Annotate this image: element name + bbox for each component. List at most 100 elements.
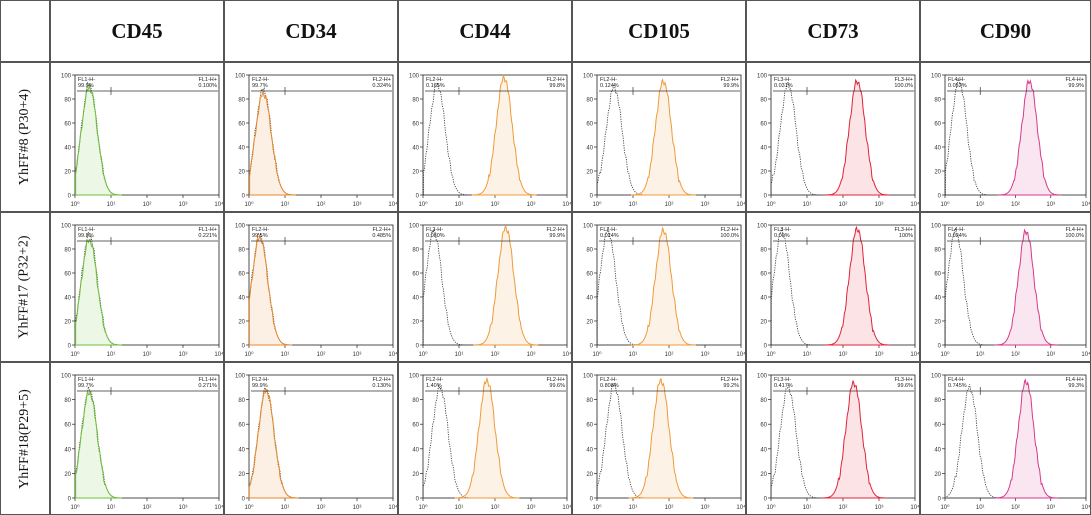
x-tick-label: 10³ xyxy=(875,352,884,358)
gate-negative-percent: 0.024% xyxy=(948,233,967,239)
x-tick-label: 10¹ xyxy=(803,352,812,358)
isotype-histogram xyxy=(944,227,988,346)
x-tick-label: 10³ xyxy=(353,352,362,358)
y-tick-label: 20 xyxy=(412,320,419,326)
gate-positive-label: FL2-H+ xyxy=(721,77,740,83)
x-tick-label: 10³ xyxy=(1046,505,1055,511)
histogram-panel: 0 20 40 60 80 100 10⁰ 10¹ 10² 10³ 10⁴ FL3-H- 0.417% F… xyxy=(746,362,920,515)
y-tick-label: 60 xyxy=(412,122,419,128)
isotype-histogram xyxy=(422,228,467,346)
corner-cell xyxy=(0,0,50,62)
row-label: YhFF#17 (P32+2) xyxy=(0,212,50,362)
row-label: YhFF#18(P29+5) xyxy=(0,362,50,515)
histogram-panel: 0 20 40 60 80 100 10⁰ 10¹ 10² 10³ 10⁴ FL4-H- 0.745% F… xyxy=(920,362,1091,515)
y-tick-label: 80 xyxy=(238,98,245,104)
x-tick-label: 10⁴ xyxy=(910,201,919,208)
y-tick-label: 0 xyxy=(764,497,768,503)
x-tick-label: 10³ xyxy=(179,202,188,208)
x-tick-label: 10³ xyxy=(875,505,884,511)
x-tick-label: 10⁴ xyxy=(214,351,223,358)
stained-histogram xyxy=(471,73,537,196)
y-tick-label: 20 xyxy=(412,472,419,478)
y-tick-label: 80 xyxy=(586,398,593,404)
y-tick-label: 60 xyxy=(64,272,71,278)
y-tick-label: 0 xyxy=(242,497,246,503)
stained-histogram xyxy=(631,78,696,196)
y-tick-label: 20 xyxy=(760,472,767,478)
x-tick-label: 10³ xyxy=(527,505,536,511)
x-tick-label: 10³ xyxy=(875,202,884,208)
histogram-svg: 0 20 40 60 80 100 10⁰ 10¹ 10² 10³ 10⁴ FL1-H-99.7% FL… xyxy=(61,374,223,512)
y-tick-label: 40 xyxy=(586,296,593,302)
gate-positive-percent: 100.0% xyxy=(894,83,913,89)
gate-negative-percent: 99.8% xyxy=(78,233,94,239)
gate-negative-percent: 99.9% xyxy=(78,83,94,89)
x-tick-label: 10⁴ xyxy=(1081,201,1090,208)
y-tick-label: 0 xyxy=(242,344,246,350)
y-tick-label: 80 xyxy=(586,248,593,254)
y-tick-label: 0 xyxy=(68,497,72,503)
y-tick-label: 40 xyxy=(760,447,767,453)
gate-positive-label: FL3-H+ xyxy=(895,227,914,233)
gate-negative-label: FL4-H- xyxy=(948,77,965,83)
x-tick-label: 10³ xyxy=(701,202,710,208)
x-tick-label: 10⁰ xyxy=(418,351,428,358)
x-tick-label: 10¹ xyxy=(281,202,290,208)
row-label-text: YhFF#18(P29+5) xyxy=(17,388,33,489)
gate-positive-percent: 100% xyxy=(899,233,913,239)
gate-negative-label: FL2-H- xyxy=(600,377,617,383)
gate-negative-percent: 0.417% xyxy=(774,383,793,389)
x-tick-label: 10⁴ xyxy=(736,351,745,358)
stained-histogram xyxy=(454,376,520,499)
histogram-svg: 0 20 40 60 80 100 10⁰ 10¹ 10² 10³ 10⁴ FL2-H-0.808% F… xyxy=(583,374,745,512)
y-tick-label: 0 xyxy=(764,344,768,350)
y-tick-label: 60 xyxy=(412,423,419,429)
gate-negative-label: FL3-H- xyxy=(774,377,791,383)
stained-histogram xyxy=(249,90,296,196)
column-header-cd90: CD90 xyxy=(920,0,1091,62)
stained-histogram xyxy=(248,233,293,346)
x-tick-label: 10³ xyxy=(527,202,536,208)
y-tick-label: 40 xyxy=(64,447,71,453)
row-label-text: YhFF#17 (P32+2) xyxy=(17,235,33,339)
x-tick-label: 10⁴ xyxy=(562,504,571,511)
x-tick-label: 10¹ xyxy=(629,505,638,511)
stained-histogram xyxy=(248,388,299,499)
y-tick-label: 60 xyxy=(760,423,767,429)
gate-positive-label: FL2-H+ xyxy=(547,227,566,233)
y-tick-label: 80 xyxy=(934,248,941,254)
x-tick-label: 10¹ xyxy=(976,352,985,358)
x-tick-label: 10⁴ xyxy=(562,351,571,358)
row-label-text: YhFF#8 (P30+4) xyxy=(17,88,33,186)
y-tick-label: 100 xyxy=(409,224,420,230)
gate-negative-label: FL2-H- xyxy=(600,77,617,83)
y-tick-label: 20 xyxy=(934,170,941,176)
x-tick-label: 10¹ xyxy=(455,202,464,208)
y-tick-label: 40 xyxy=(760,146,767,152)
y-tick-label: 20 xyxy=(934,320,941,326)
y-tick-label: 80 xyxy=(238,398,245,404)
y-tick-label: 40 xyxy=(586,146,593,152)
histogram-svg: 0 20 40 60 80 100 10⁰ 10¹ 10² 10³ 10⁴ FL1-H-99.8% FL… xyxy=(61,224,223,359)
isotype-histogram xyxy=(770,228,815,346)
column-header-cd34: CD34 xyxy=(224,0,398,62)
stained-histogram xyxy=(997,78,1062,196)
column-header-cd73: CD73 xyxy=(746,0,920,62)
gate-positive-percent: 99.9% xyxy=(1068,83,1084,89)
gate-negative-label: FL1-H- xyxy=(78,227,95,233)
x-tick-label: 10⁴ xyxy=(388,201,397,208)
y-tick-label: 80 xyxy=(760,248,767,254)
x-tick-label: 10⁰ xyxy=(244,201,254,208)
gate-negative-percent: 0.024% xyxy=(600,233,619,239)
x-tick-label: 10¹ xyxy=(455,352,464,358)
gate-negative-label: FL2-H- xyxy=(252,77,269,83)
gate-negative-label: FL2-H- xyxy=(426,377,443,383)
gate-negative-percent: 1.40% xyxy=(426,383,442,389)
y-tick-label: 20 xyxy=(760,170,767,176)
isotype-histogram xyxy=(596,82,647,196)
gate-negative-percent: 0.00% xyxy=(774,233,790,239)
x-tick-label: 10² xyxy=(1011,505,1020,511)
x-tick-label: 10⁰ xyxy=(766,504,776,511)
y-tick-label: 60 xyxy=(586,423,593,429)
histogram-svg: 0 20 40 60 80 100 10⁰ 10¹ 10² 10³ 10⁴ FL2-H-0.024% F… xyxy=(583,224,745,359)
